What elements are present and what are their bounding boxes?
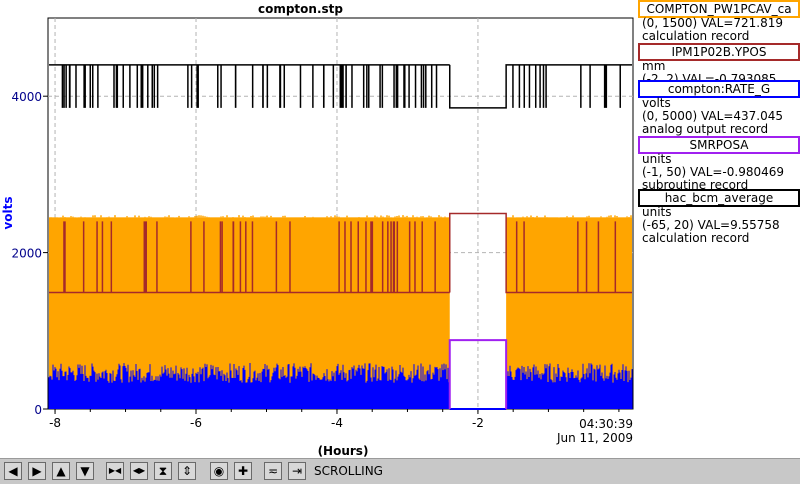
legend-desc-smrposa: subroutine record	[642, 178, 749, 192]
y-axis-label: volts	[1, 196, 15, 229]
legend-series-ipm1p02b[interactable]: IPM1P02B.YPOS	[638, 43, 800, 61]
series-compton-pw1pcav-top	[48, 215, 632, 220]
legend-series-compton-rate-g[interactable]: compton:RATE_G	[638, 80, 800, 98]
legend-range-compton-rate-g: (0, 5000) VAL=437.045	[642, 109, 783, 123]
legend-series-hac-bcm-average[interactable]: hac_bcm_average	[638, 189, 800, 207]
zoom-in-horizontal-icon[interactable]: ▶◀	[106, 462, 124, 480]
toolbar: ◀ ▶ ▲ ▼ ▶◀ ◀▶ ⧗ ⇕ ◉ ✚ ≂ ⇥ SCROLLING	[0, 458, 800, 484]
end-time-label: 04:30:39	[579, 417, 633, 431]
arrow-up-icon[interactable]: ▲	[52, 462, 70, 480]
autoscale-icon[interactable]: ◉	[210, 462, 228, 480]
series-compton-rate-g	[48, 363, 633, 409]
series-smrposa	[448, 339, 508, 409]
arrow-down-icon[interactable]: ▼	[76, 462, 94, 480]
chart-title: compton.stp	[258, 2, 343, 16]
end-date-label: Jun 11, 2009	[556, 431, 633, 445]
x-tick-label: -2	[472, 416, 484, 430]
y-tick-label: 0	[34, 403, 42, 417]
legend-range-smrposa: (-1, 50) VAL=-0.980469	[642, 165, 785, 179]
pan-right-icon[interactable]: ⇥	[288, 462, 306, 480]
legend-desc-compton-rate-g: analog output record	[642, 122, 769, 136]
x-tick-label: -4	[331, 416, 343, 430]
arrow-right-icon[interactable]: ▶	[28, 462, 46, 480]
add-icon[interactable]: ✚	[234, 462, 252, 480]
y-tick-label: 4000	[11, 90, 42, 104]
legend-range-hac-bcm-average: (-65, 20) VAL=9.55758	[642, 218, 780, 232]
legend-units-ipm1p02b: mm	[642, 59, 666, 73]
x-axis-label: (Hours)	[318, 444, 369, 458]
legend-series-smrposa[interactable]: SMRPOSA	[638, 136, 800, 154]
y-tick-label: 2000	[11, 247, 42, 261]
legend-series-compton-pw1pcav[interactable]: COMPTON_PW1PCAV_ca	[638, 0, 800, 18]
series-hac-bcm-average	[49, 64, 632, 109]
legend-desc-hac-bcm-average: calculation record	[642, 231, 750, 245]
zoom-out-vertical-icon[interactable]: ⇕	[178, 462, 196, 480]
legend-desc-compton-pw1pcav: calculation record	[642, 29, 750, 43]
zoom-in-vertical-icon[interactable]: ⧗	[154, 462, 172, 480]
series-ipm1p02b	[49, 212, 632, 294]
x-tick-label: -6	[190, 416, 202, 430]
scrolling-status: SCROLLING	[314, 464, 383, 478]
config-icon[interactable]: ≂	[264, 462, 282, 480]
legend-range-compton-pw1pcav: (0, 1500) VAL=721.819	[642, 16, 783, 30]
arrow-left-icon[interactable]: ◀	[4, 462, 22, 480]
zoom-out-horizontal-icon[interactable]: ◀▶	[130, 462, 148, 480]
legend-units-compton-rate-g: volts	[642, 96, 671, 110]
x-tick-label: -8	[49, 416, 61, 430]
legend-units-smrposa: units	[642, 152, 672, 166]
legend-units-hac-bcm-average: units	[642, 205, 672, 219]
strip-chart[interactable]: -8 -6 -4 -2 0 2000 4000 compton.stp (Hours) volts…	[0, 0, 800, 458]
